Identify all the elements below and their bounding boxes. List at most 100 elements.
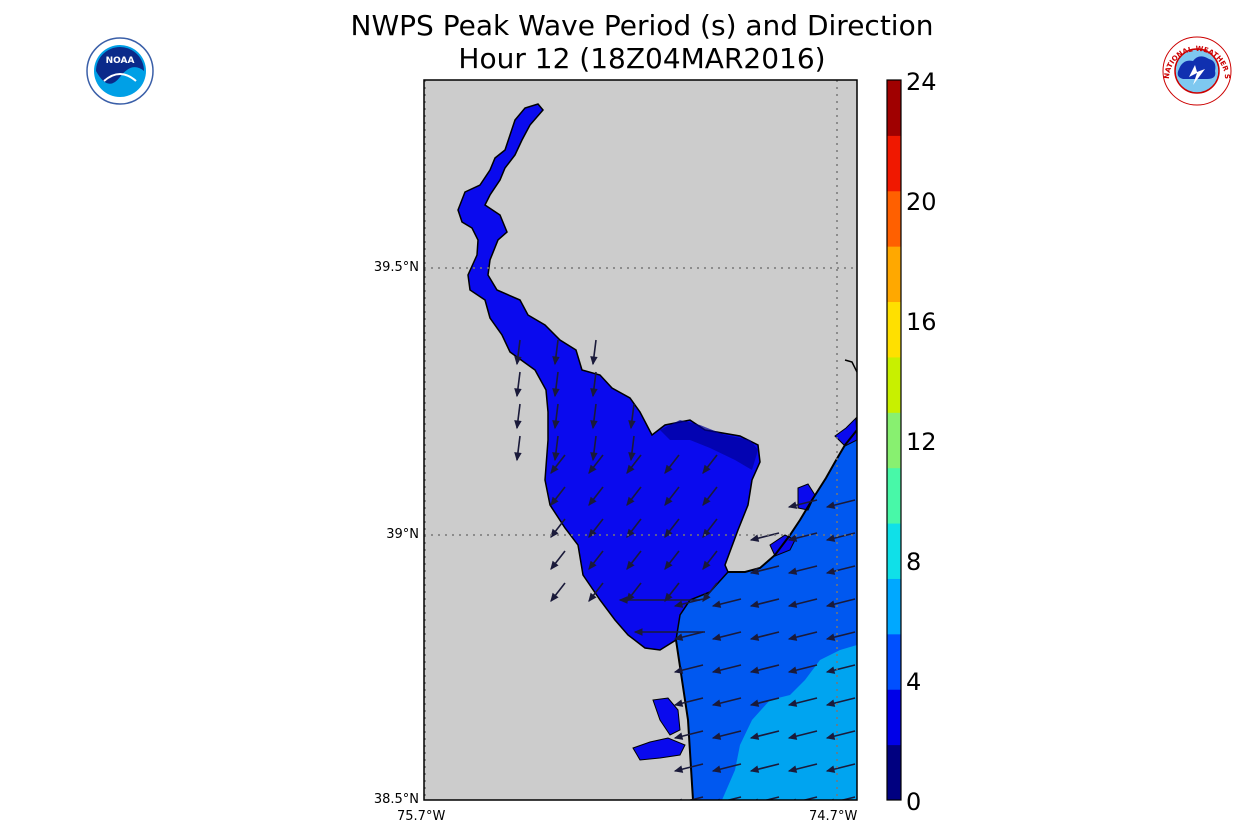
colorbar-segment xyxy=(887,578,901,635)
colorbar-label-16: 16 xyxy=(906,308,937,336)
bay-region-2-4s xyxy=(632,737,686,761)
wave-arrow-head xyxy=(787,501,798,509)
wave-arrow-head xyxy=(626,464,635,475)
wave-arrow-head xyxy=(749,765,760,773)
wave-arrow-head xyxy=(711,732,722,740)
wave-arrow-head xyxy=(825,567,836,575)
ocean-region-6-8s xyxy=(722,645,857,800)
wave-arrow-head xyxy=(552,388,560,398)
colorbar-frame xyxy=(886,79,902,801)
lon-label-74-7: 74.7°W xyxy=(809,809,858,824)
wave-arrow-head xyxy=(749,600,760,608)
wave-arrow-head xyxy=(825,633,836,641)
colorbar xyxy=(887,80,901,801)
wave-arrow-head xyxy=(825,666,836,674)
wave-arrow-head xyxy=(664,496,673,507)
wave-arrow-shaft xyxy=(687,796,704,800)
bay-region-2-4s xyxy=(652,697,681,736)
wave-arrow-head xyxy=(514,388,522,398)
lon-label-75-7: 75.7°W xyxy=(397,809,446,824)
wave-arrow-head xyxy=(626,560,635,571)
wave-arrow-head xyxy=(618,596,628,604)
wave-arrow-head xyxy=(588,496,597,507)
wave-arrow-head xyxy=(588,464,597,475)
wave-arrow-head xyxy=(626,592,635,603)
wave-arrow-head xyxy=(673,600,684,608)
wave-arrow-head xyxy=(825,501,836,509)
wave-direction-arrows xyxy=(514,339,856,800)
wave-arrow-head xyxy=(711,600,722,608)
wave-arrow-head xyxy=(673,765,684,773)
wave-arrow-head xyxy=(749,567,760,575)
wave-arrow-head xyxy=(628,420,636,430)
lat-lon-gridlines xyxy=(424,80,857,800)
wave-arrow-head xyxy=(711,699,722,707)
colorbar-segment xyxy=(887,523,901,579)
colorbar-label-12: 12 xyxy=(906,428,937,456)
lat-label-39: 39°N xyxy=(386,527,419,542)
wave-arrow-head xyxy=(673,732,684,740)
wave-arrow-head xyxy=(664,592,673,603)
wave-arrow-head xyxy=(787,600,798,608)
wave-arrow-head xyxy=(550,560,559,571)
wave-arrow-head xyxy=(787,567,798,575)
wave-arrow-head xyxy=(702,464,711,475)
wave-arrow-head xyxy=(514,420,522,430)
wave-arrow-head xyxy=(588,560,597,571)
wave-arrow-head xyxy=(787,765,798,773)
wave-arrow-head xyxy=(749,633,760,641)
wave-arrow-head xyxy=(711,666,722,674)
coastline xyxy=(675,639,694,800)
wave-arrow-head xyxy=(673,699,684,707)
wave-arrow-head xyxy=(550,496,559,507)
colorbar-label-24: 24 xyxy=(906,68,937,96)
wave-arrow-head xyxy=(825,600,836,608)
wave-arrow-head xyxy=(749,666,760,674)
colorbar-segment xyxy=(887,190,901,247)
coastline xyxy=(844,359,857,373)
wave-arrow-head xyxy=(664,528,673,539)
wave-arrow-head xyxy=(514,356,522,366)
lat-label-39-5: 39.5°N xyxy=(373,260,419,275)
wave-arrow-head xyxy=(787,699,798,707)
colorbar-segment xyxy=(887,744,901,801)
wave-arrow-head xyxy=(552,452,560,462)
bay-region-0-2s xyxy=(660,420,758,470)
wave-arrow-head xyxy=(749,732,760,740)
nws-logo: NATIONAL WEATHER SERVICE xyxy=(1161,35,1232,106)
wave-arrow-head xyxy=(590,420,598,430)
wave-arrow-head xyxy=(787,666,798,674)
wave-arrow-head xyxy=(590,356,598,366)
wave-arrow-head xyxy=(825,534,836,542)
wave-arrow-head xyxy=(787,732,798,740)
wave-arrow-head xyxy=(633,628,643,636)
colorbar-label-8: 8 xyxy=(906,548,922,576)
wave-arrow-head xyxy=(711,633,722,641)
wave-arrow-shaft xyxy=(763,796,780,800)
colorbar-segment xyxy=(887,356,901,413)
colorbar-segment xyxy=(887,633,901,690)
colorbar-segment xyxy=(887,301,901,358)
wave-arrow-head xyxy=(588,592,597,603)
colorbar-segment xyxy=(887,135,901,192)
colorbar-segment xyxy=(887,246,901,303)
noaa-logo-text: NOAA xyxy=(106,56,135,66)
colorbar-label-0: 0 xyxy=(906,788,922,816)
wave-arrow-head xyxy=(749,534,760,542)
wave-arrow-head xyxy=(550,528,559,539)
wave-arrow-head xyxy=(702,496,711,507)
wave-arrow-head xyxy=(702,560,711,571)
colorbar-label-20: 20 xyxy=(906,188,937,216)
wave-arrow-head xyxy=(664,560,673,571)
map-title: NWPS Peak Wave Period (s) and Direction xyxy=(350,9,934,42)
colorbar-segment xyxy=(887,467,901,524)
wave-arrow-head xyxy=(628,452,636,462)
wave-arrow-head xyxy=(552,356,560,366)
wave-arrow-head xyxy=(514,452,522,462)
wave-arrow-head xyxy=(590,388,598,398)
wave-arrow-head xyxy=(825,732,836,740)
wave-arrow-head xyxy=(787,633,798,641)
wave-arrow-head xyxy=(749,699,760,707)
colorbar-segment xyxy=(887,689,901,746)
